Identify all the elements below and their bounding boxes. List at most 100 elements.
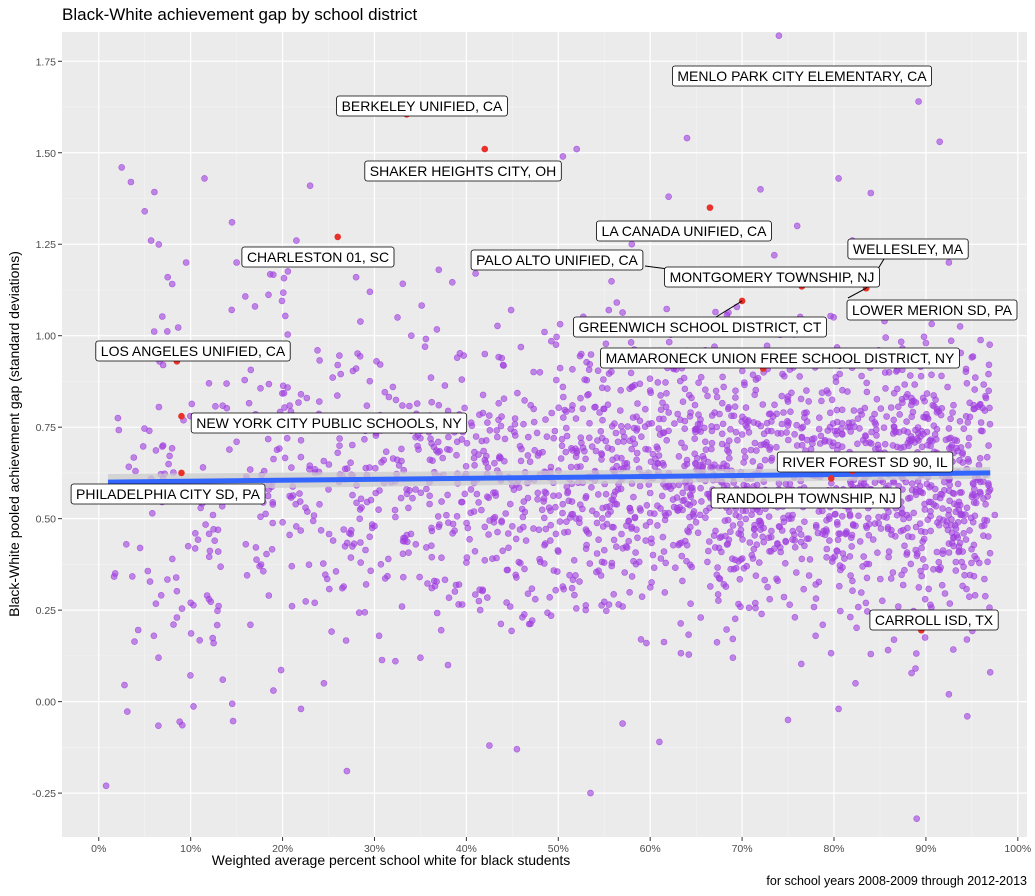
data-point	[438, 554, 445, 562]
data-point	[453, 451, 460, 459]
data-point	[708, 445, 715, 453]
y-tick-label: -0.25	[32, 788, 56, 800]
data-point	[619, 603, 626, 610]
data-point	[971, 591, 979, 599]
data-point	[847, 534, 855, 542]
label-box	[95, 340, 291, 362]
data-point	[524, 494, 532, 502]
data-point	[428, 527, 436, 535]
data-point	[838, 406, 846, 414]
data-point	[392, 513, 399, 521]
data-point	[392, 396, 400, 404]
data-point	[961, 571, 968, 579]
data-point	[766, 595, 774, 603]
data-point	[801, 518, 808, 526]
data-point	[850, 407, 858, 414]
data-point	[362, 464, 370, 472]
data-point	[705, 538, 713, 545]
data-point	[367, 567, 375, 575]
data-point	[856, 425, 863, 432]
data-point	[542, 525, 550, 533]
data-point	[628, 445, 636, 453]
data-point	[376, 487, 383, 494]
data-point	[945, 540, 953, 547]
data-point	[429, 457, 436, 465]
data-point	[719, 420, 727, 428]
data-point	[936, 566, 944, 574]
data-point	[818, 389, 826, 397]
data-point	[295, 399, 302, 406]
data-point	[358, 504, 365, 511]
data-point	[559, 153, 567, 160]
data-point	[233, 259, 240, 266]
data-point	[600, 546, 608, 554]
data-point	[558, 442, 566, 450]
label-text: LOS ANGELES UNIFIED, CA	[101, 343, 286, 359]
data-point	[678, 552, 686, 560]
data-point	[796, 373, 804, 380]
data-point	[854, 440, 861, 448]
data-point	[712, 308, 719, 316]
data-point	[883, 514, 890, 521]
data-point	[981, 592, 989, 600]
data-point	[281, 312, 289, 320]
data-point	[337, 370, 345, 378]
data-point	[935, 558, 943, 566]
data-point	[986, 668, 994, 676]
data-point	[398, 445, 405, 453]
data-point	[427, 374, 435, 381]
data-point	[533, 429, 541, 437]
data-point	[530, 525, 537, 532]
data-point	[608, 445, 616, 453]
label-leader-line	[847, 287, 867, 299]
data-point	[655, 415, 663, 423]
data-point	[828, 558, 836, 565]
data-point	[594, 437, 601, 444]
data-point	[812, 632, 819, 640]
data-point	[170, 621, 177, 628]
data-point	[316, 357, 323, 364]
data-point	[444, 661, 452, 669]
data-point	[187, 599, 194, 607]
data-point	[917, 372, 925, 380]
data-point	[210, 639, 217, 647]
data-point	[815, 414, 823, 422]
data-point	[612, 543, 620, 551]
data-point	[501, 435, 509, 443]
data-point	[575, 515, 583, 522]
data-point	[797, 395, 805, 403]
data-point	[838, 420, 846, 427]
data-point	[480, 447, 487, 455]
data-point	[572, 605, 580, 612]
data-point	[971, 405, 978, 413]
x-tick-label: 20%	[272, 843, 293, 855]
data-point	[897, 444, 905, 452]
data-point	[560, 585, 568, 593]
data-point	[960, 517, 968, 525]
data-point	[172, 574, 180, 581]
data-point	[556, 364, 564, 372]
data-point	[892, 428, 899, 436]
data-point	[159, 442, 167, 449]
data-point	[922, 563, 929, 571]
data-point	[676, 416, 684, 424]
x-tick-label: 30%	[364, 843, 385, 855]
data-point	[964, 419, 972, 426]
data-point	[986, 404, 993, 412]
data-point	[946, 497, 953, 505]
data-point	[659, 399, 666, 407]
data-point	[475, 499, 482, 506]
data-point	[980, 522, 988, 529]
data-point	[936, 138, 944, 146]
data-point	[265, 291, 272, 299]
data-point	[908, 669, 915, 677]
data-point	[908, 437, 915, 444]
data-point	[812, 595, 820, 602]
data-point	[159, 361, 167, 369]
data-point	[593, 519, 601, 527]
data-point	[718, 430, 726, 438]
data-point	[515, 484, 523, 491]
data-point	[428, 553, 436, 561]
data-point	[735, 600, 742, 608]
data-point	[502, 510, 510, 517]
